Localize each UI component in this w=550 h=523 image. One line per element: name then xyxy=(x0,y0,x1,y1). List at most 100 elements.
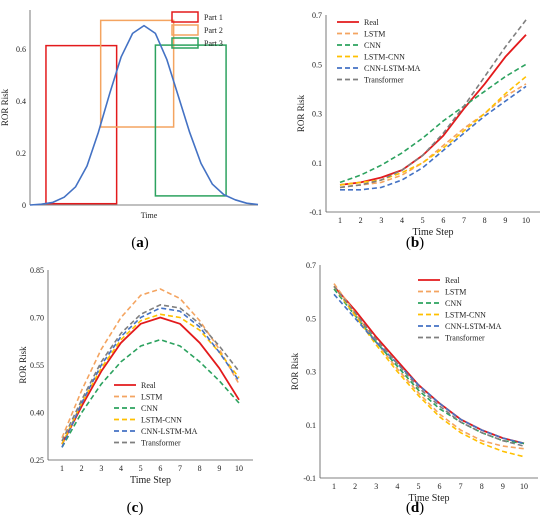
y-axis-label: ROR Risk xyxy=(296,94,306,132)
y-tick-label: 0.1 xyxy=(312,159,322,168)
series-line xyxy=(340,85,527,191)
series-line xyxy=(61,307,240,448)
series-line xyxy=(61,313,240,445)
chart-panel-c: 0.25 0.40 0.55 0.70 0.85 1 2 3 4 5 6 7 8 9 10 Time Step… xyxy=(18,266,253,486)
y-tick-label: 0.5 xyxy=(312,60,322,69)
legend-swatch xyxy=(171,24,199,36)
x-tick-label: 8 xyxy=(480,482,484,491)
x-tick-label: 6 xyxy=(158,464,162,473)
series-line xyxy=(339,83,527,189)
legend-label: CNN-LSTM-MA xyxy=(445,322,502,331)
legend-label: Part 1 xyxy=(204,13,223,22)
x-tick-label: 6 xyxy=(438,482,442,491)
part-rect xyxy=(154,44,227,197)
legend-swatch xyxy=(171,37,199,49)
y-tick-label: -0.1 xyxy=(309,208,322,217)
y-tick-label: 0 xyxy=(22,201,26,210)
series-line xyxy=(333,293,525,445)
caption-paren: ) xyxy=(419,500,424,516)
x-tick-label: 7 xyxy=(459,482,463,491)
x-tick-label: 10 xyxy=(520,482,528,491)
legend-label: Part 3 xyxy=(204,39,223,48)
legend-label: Transformer xyxy=(364,76,404,85)
legend-label: Transformer xyxy=(445,334,485,343)
legend-label: Real xyxy=(141,381,156,390)
y-tick-label: 0.7 xyxy=(312,11,322,20)
panel-caption: (a) xyxy=(131,235,149,251)
series-line xyxy=(61,288,240,439)
panel-caption: (d) xyxy=(406,500,424,516)
legend-label: LSTM-CNN xyxy=(141,416,182,425)
caption-paren: ) xyxy=(144,235,149,251)
series-line xyxy=(333,285,525,445)
x-tick-label: 8 xyxy=(198,464,202,473)
legend-label: LSTM xyxy=(141,393,162,402)
x-tick-label: 9 xyxy=(503,216,507,225)
series-line xyxy=(61,338,240,448)
chart-panel-d: -0.1 0.1 0.3 0.5 0.7 1 2 3 4 5 6 7 8 9 10 Time Step ROR … xyxy=(290,261,538,504)
y-axis-label: ROR Risk xyxy=(0,88,10,126)
x-tick-label: 8 xyxy=(483,216,487,225)
caption-letter: d xyxy=(411,500,420,516)
panel-caption: (c) xyxy=(127,500,144,516)
legend-label: LSTM-CNN xyxy=(445,311,486,320)
y-tick-label: 0.4 xyxy=(16,97,26,106)
chart-panel-a: 0 0.2 0.4 0.6 Time ROR Risk Part 1 Part 2 Part 3 xyxy=(0,10,259,220)
series-line xyxy=(61,316,240,445)
legend-swatch xyxy=(171,11,199,23)
x-tick-label: 1 xyxy=(338,216,342,225)
legend-label: Part 2 xyxy=(204,26,223,35)
legend-label: CNN xyxy=(141,404,158,413)
series-line xyxy=(333,288,525,445)
x-tick-label: 7 xyxy=(178,464,182,473)
x-tick-label: 6 xyxy=(441,216,445,225)
x-tick-label: 5 xyxy=(416,482,420,491)
legend-label: CNN-LSTM-MA xyxy=(364,64,421,73)
x-axis-label: Time Step xyxy=(130,475,171,486)
chart-panel-b: -0.1 0.1 0.3 0.5 0.7 1 2 3 4 5 6 7 8 9 10 Time Step ROR … xyxy=(296,11,540,238)
series-line xyxy=(333,283,525,450)
x-axis-label: Time xyxy=(141,211,158,220)
caption-paren: ( xyxy=(406,500,411,516)
panel-caption: (b) xyxy=(406,235,424,251)
y-tick-label: 0.85 xyxy=(30,266,44,275)
legend-label: LSTM xyxy=(364,30,385,39)
caption-letter: a xyxy=(136,235,144,251)
part-rect xyxy=(45,44,118,205)
series-line xyxy=(339,75,527,186)
legend-label: LSTM-CNN xyxy=(364,53,405,62)
x-tick-label: 3 xyxy=(374,482,378,491)
x-tick-label: 5 xyxy=(421,216,425,225)
legend-label: Transformer xyxy=(141,439,181,448)
x-tick-label: 3 xyxy=(379,216,383,225)
y-tick-label: -0.1 xyxy=(303,474,316,483)
y-axis-label: ROR Risk xyxy=(290,352,300,390)
series-line xyxy=(29,24,259,206)
series-line xyxy=(339,63,527,184)
x-tick-label: 10 xyxy=(235,464,243,473)
part-rect xyxy=(99,19,175,128)
x-axis-label: Time Step xyxy=(408,493,449,504)
caption-paren: ( xyxy=(406,235,411,251)
x-tick-label: 9 xyxy=(501,482,505,491)
x-axis-label: Time Step xyxy=(412,227,453,238)
y-tick-label: 0.70 xyxy=(30,314,44,323)
x-tick-label: 5 xyxy=(139,464,143,473)
y-tick-label: 0.5 xyxy=(306,314,316,323)
x-tick-label: 4 xyxy=(400,216,404,225)
legend-label: CNN-LSTM-MA xyxy=(141,427,198,436)
series-line xyxy=(339,19,527,189)
legend-label: CNN xyxy=(364,41,381,50)
legend-label: Real xyxy=(445,276,460,285)
series-line xyxy=(339,34,527,186)
series-line xyxy=(61,303,240,442)
y-axis-label: ROR Risk xyxy=(18,346,28,384)
y-tick-label: 0.55 xyxy=(30,361,44,370)
x-tick-label: 1 xyxy=(332,482,336,491)
y-tick-label: 0.3 xyxy=(306,368,316,377)
x-tick-label: 9 xyxy=(217,464,221,473)
caption-paren: ( xyxy=(127,500,132,516)
legend-label: CNN xyxy=(445,299,462,308)
caption-letter: c xyxy=(132,500,139,516)
